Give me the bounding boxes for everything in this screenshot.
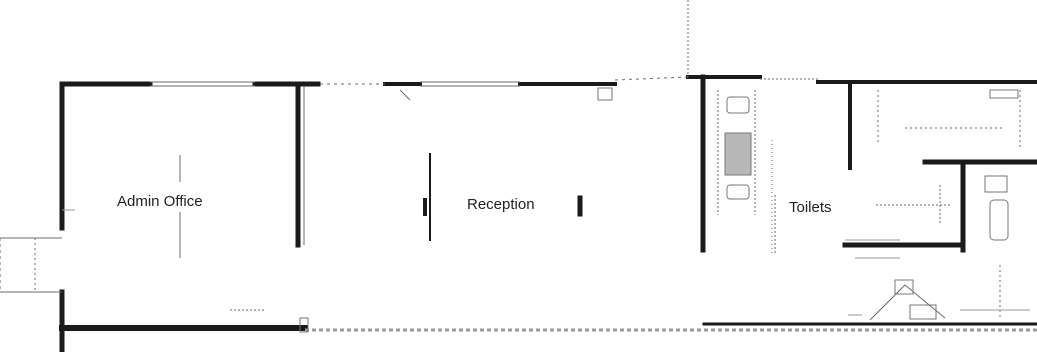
room-label-reception: Reception [467,196,535,213]
reception-door-line [399,89,411,101]
lobby-fixture-2 [909,304,937,320]
room-label-admin-office: Admin Office [117,193,203,210]
reception-gap [614,76,689,81]
walls [59,74,1037,352]
toilet-fixture-3 [726,184,750,200]
lobby-fixture [894,279,914,295]
reception-top-box [597,87,613,101]
lobby-diagonal-2 [904,284,946,319]
room-label-toilets: Toilets [789,199,832,216]
lobby-diagonal-1 [869,284,906,321]
right-fixture-1 [984,175,1008,193]
door-marks [62,209,1030,316]
thin-lines [0,0,1037,332]
toilet-fixture-1 [726,96,750,114]
fixtures [299,87,1019,333]
right-fixture-2 [989,199,1009,241]
right-small-box [989,89,1019,99]
toilet-fixture-2 [724,132,752,176]
corridor-post [299,317,309,333]
